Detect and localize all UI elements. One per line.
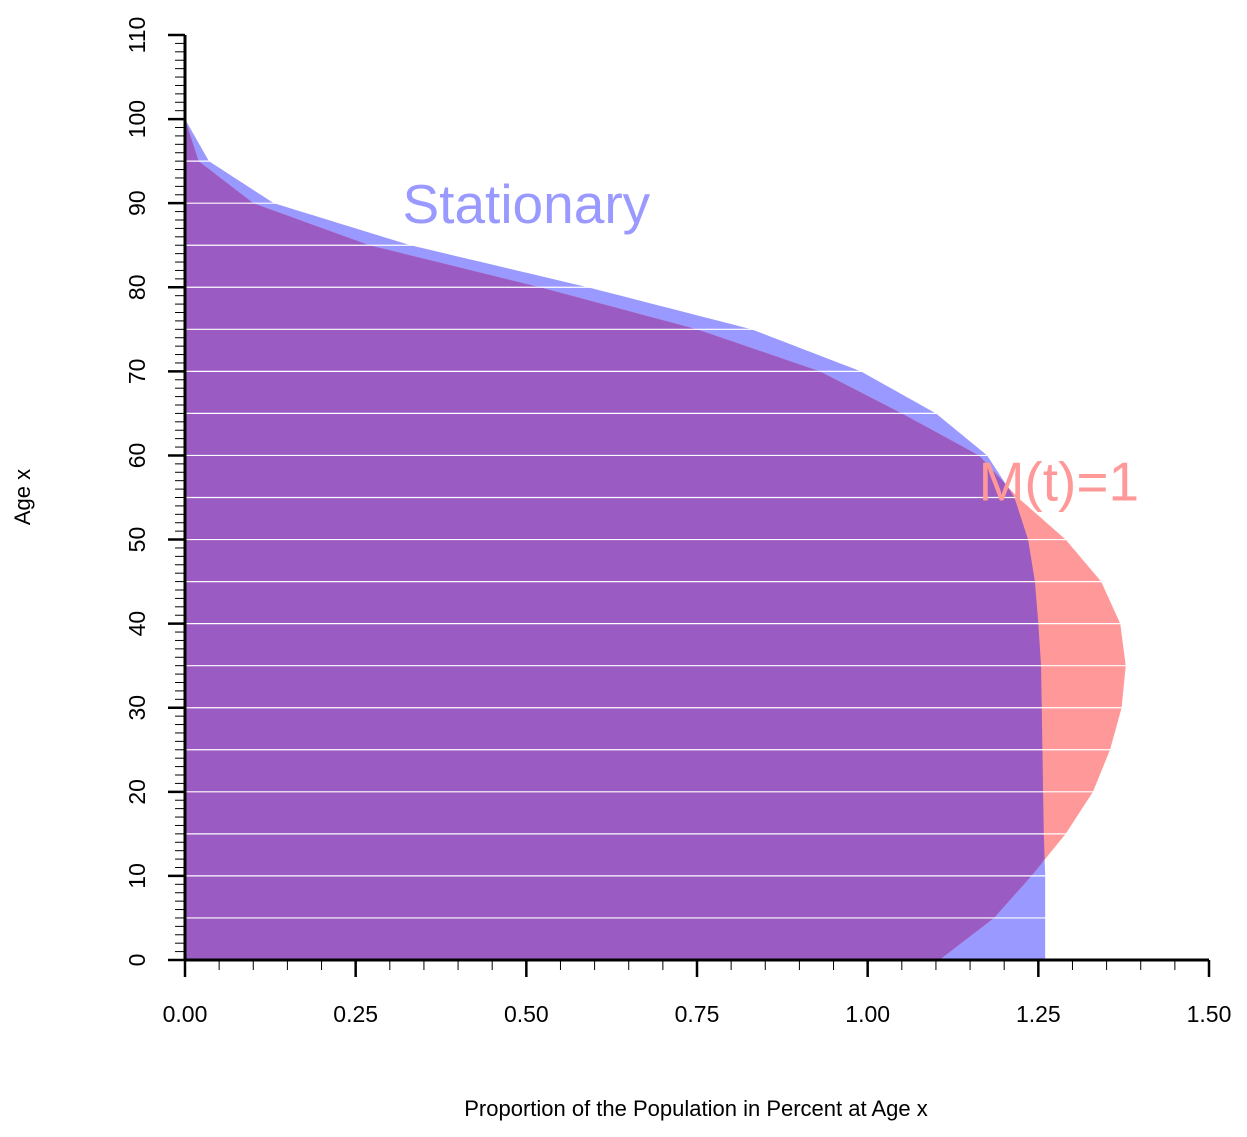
x-axis-title: Proportion of the Population in Percent … bbox=[464, 1096, 928, 1121]
annotation-label: M(t)=1 bbox=[979, 451, 1139, 513]
x-tick-label: 0.25 bbox=[333, 1001, 378, 1027]
y-tick-label: 20 bbox=[124, 779, 150, 805]
y-tick-label: 80 bbox=[124, 274, 150, 300]
y-tick-label: 30 bbox=[124, 695, 150, 721]
y-axis: 0 10 20 30 40 50 60 70 80 90 100 110 bbox=[124, 17, 187, 967]
x-tick-label: 0.00 bbox=[163, 1001, 208, 1027]
y-tick-label: 40 bbox=[124, 611, 150, 637]
y-axis-title: Age x bbox=[10, 469, 35, 525]
annotation-label: Stationary bbox=[403, 173, 651, 235]
y-tick-label: 100 bbox=[124, 100, 150, 138]
annotations: Stationary M(t)=1 bbox=[403, 173, 1140, 513]
x-tick-label: 0.75 bbox=[675, 1001, 720, 1027]
x-axis: 0.00 0.25 0.50 0.75 1.00 1.25 1.50 bbox=[163, 958, 1232, 1027]
x-tick-label: 1.25 bbox=[1016, 1001, 1061, 1027]
y-tick-label: 70 bbox=[124, 359, 150, 385]
y-tick-label: 0 bbox=[124, 954, 150, 967]
y-tick-label: 110 bbox=[124, 17, 150, 54]
y-tick-label: 60 bbox=[124, 443, 150, 469]
x-tick-label: 1.50 bbox=[1187, 1001, 1232, 1027]
grid-lines bbox=[185, 34, 1211, 919]
x-tick-label: 1.00 bbox=[845, 1001, 890, 1027]
y-tick-label: 10 bbox=[124, 863, 150, 889]
y-tick-label: 90 bbox=[124, 190, 150, 216]
x-tick-label: 0.50 bbox=[504, 1001, 549, 1027]
y-tick-label: 50 bbox=[124, 527, 150, 553]
